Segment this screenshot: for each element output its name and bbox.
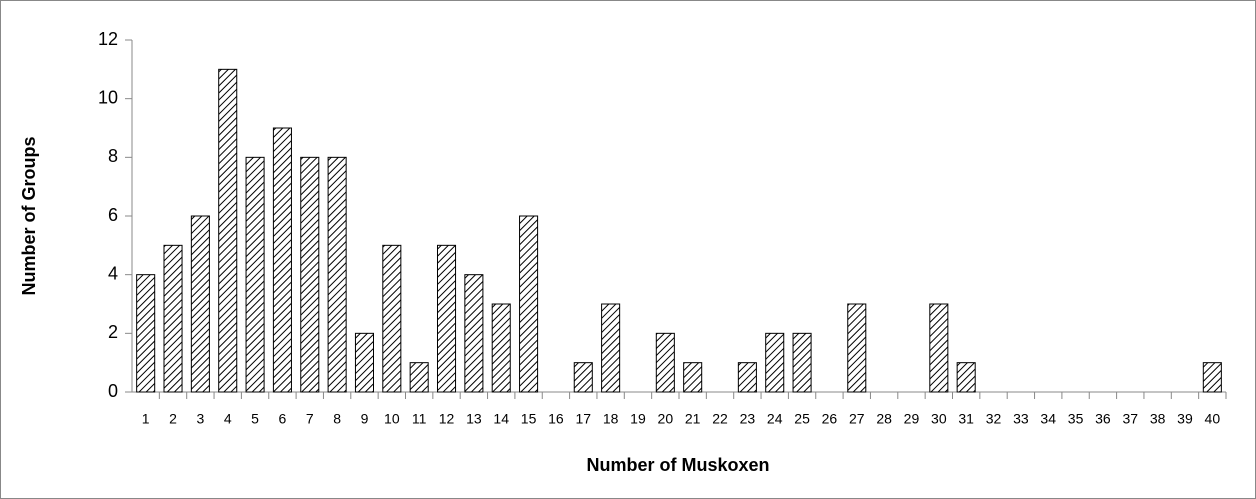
x-tick-label: 27 (849, 411, 865, 427)
bar (436, 244, 457, 393)
bar (382, 244, 402, 393)
x-tick-label: 8 (333, 411, 341, 427)
y-tick-label: 6 (108, 205, 118, 225)
x-tick-label: 23 (740, 411, 756, 427)
x-tick-label: 22 (712, 411, 728, 427)
x-tick-label: 26 (822, 411, 838, 427)
bar (956, 362, 976, 393)
x-tick-label: 3 (196, 411, 204, 427)
y-tick-label: 4 (108, 263, 118, 283)
bar (601, 303, 621, 393)
x-tick-label: 1 (142, 411, 150, 427)
bar (218, 68, 238, 393)
x-tick-label: 7 (306, 411, 314, 427)
bar (354, 332, 375, 393)
bar (163, 244, 183, 393)
x-tick-label: 9 (361, 411, 369, 427)
x-tick-label: 17 (575, 411, 591, 427)
x-tick-label: 21 (685, 411, 701, 427)
x-tick-label: 34 (1040, 411, 1056, 427)
x-tick-label: 38 (1150, 411, 1166, 427)
x-tick-label: 10 (384, 411, 400, 427)
x-tick-label: 32 (986, 411, 1002, 427)
bar (929, 303, 949, 393)
x-tick-label: 16 (548, 411, 564, 427)
x-tick-label: 19 (630, 411, 646, 427)
y-axis-label: Number of Groups (19, 136, 39, 295)
bar (491, 303, 511, 393)
bar (464, 274, 484, 393)
x-tick-label: 12 (439, 411, 455, 427)
x-tick-label: 11 (412, 411, 427, 427)
bar (792, 332, 812, 393)
x-tick-label: 29 (904, 411, 920, 427)
bar (683, 362, 703, 393)
bar (573, 362, 593, 393)
x-tick-label: 18 (603, 411, 619, 427)
x-tick-label: 14 (493, 411, 509, 427)
x-tick-label: 15 (521, 411, 537, 427)
x-tick-label: 6 (279, 411, 287, 427)
y-tick-label: 2 (108, 322, 118, 342)
x-tick-label: 31 (958, 411, 974, 427)
x-tick-label: 37 (1122, 411, 1138, 427)
x-tick-label: 20 (658, 411, 674, 427)
y-tick-label: 10 (98, 87, 118, 107)
bar (300, 156, 320, 393)
x-tick-label: 24 (767, 411, 783, 427)
bar (136, 274, 156, 393)
x-tick-label: 28 (876, 411, 892, 427)
bar (1202, 362, 1222, 393)
bar (327, 156, 347, 393)
y-tick-label: 12 (98, 29, 118, 49)
y-tick-label: 0 (108, 381, 118, 401)
x-axis-label: Number of Muskoxen (586, 455, 769, 475)
x-tick-label: 36 (1095, 411, 1111, 427)
bar (409, 362, 429, 393)
bar (272, 127, 292, 393)
x-tick-label: 2 (169, 411, 177, 427)
x-tick-label: 4 (224, 411, 232, 427)
bar (737, 362, 757, 393)
x-tick-label: 30 (931, 411, 947, 427)
y-tick-label: 8 (108, 146, 118, 166)
x-tick-label: 35 (1068, 411, 1084, 427)
bar (190, 215, 210, 393)
x-tick-label: 39 (1177, 411, 1193, 427)
bar (847, 303, 867, 393)
bar (245, 156, 265, 393)
x-tick-label: 25 (794, 411, 810, 427)
x-tick-label: 5 (251, 411, 259, 427)
bar (519, 215, 539, 393)
x-tick-label: 33 (1013, 411, 1029, 427)
x-tick-label: 40 (1205, 411, 1221, 427)
bar (765, 332, 785, 393)
x-tick-label: 13 (466, 411, 482, 427)
bar (655, 332, 675, 393)
